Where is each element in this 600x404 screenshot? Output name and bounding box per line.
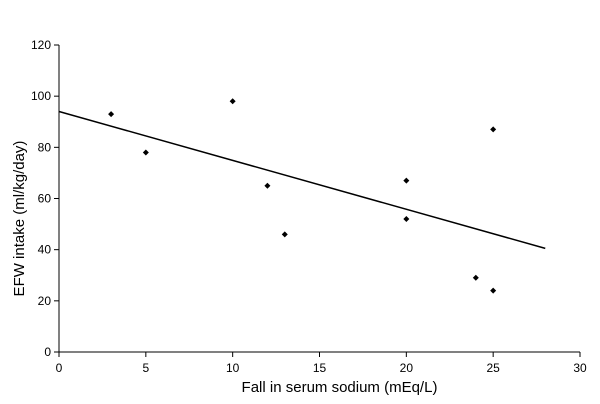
data-point xyxy=(281,231,288,238)
y-tick-label: 40 xyxy=(38,243,52,257)
data-point xyxy=(403,215,410,222)
axes xyxy=(58,45,580,353)
data-point xyxy=(490,287,497,294)
x-tick-label: 10 xyxy=(226,361,240,375)
data-points xyxy=(108,98,497,294)
data-point xyxy=(142,149,149,156)
data-point xyxy=(264,182,271,189)
x-tick-label: 30 xyxy=(573,361,587,375)
trendline-group xyxy=(58,110,546,250)
y-tick-label: 60 xyxy=(38,192,52,206)
y-tick-label: 0 xyxy=(44,345,51,359)
data-point xyxy=(490,126,497,133)
data-point xyxy=(403,177,410,184)
x-axis-label: Fall in serum sodium (mEq/L) xyxy=(242,379,438,396)
data-point xyxy=(108,111,115,118)
data-point xyxy=(229,98,236,105)
x-tick-label: 25 xyxy=(486,361,500,375)
x-tick-label: 0 xyxy=(56,361,63,375)
x-tick-label: 5 xyxy=(142,361,149,375)
y-tick-label: 80 xyxy=(38,140,52,154)
y-tick-label: 120 xyxy=(31,38,51,52)
x-tick-label: 15 xyxy=(313,361,327,375)
y-axis-label: EFW intake (ml/kg/day) xyxy=(11,141,28,297)
y-tick-label: 20 xyxy=(38,294,52,308)
y-tick-label: 100 xyxy=(31,89,51,103)
data-point xyxy=(472,274,479,281)
trendline xyxy=(58,110,546,250)
x-tick-label: 20 xyxy=(400,361,414,375)
ticks: 0 5 10 15 20 25 30 0 20 40 60 80 100 120 xyxy=(31,38,587,375)
